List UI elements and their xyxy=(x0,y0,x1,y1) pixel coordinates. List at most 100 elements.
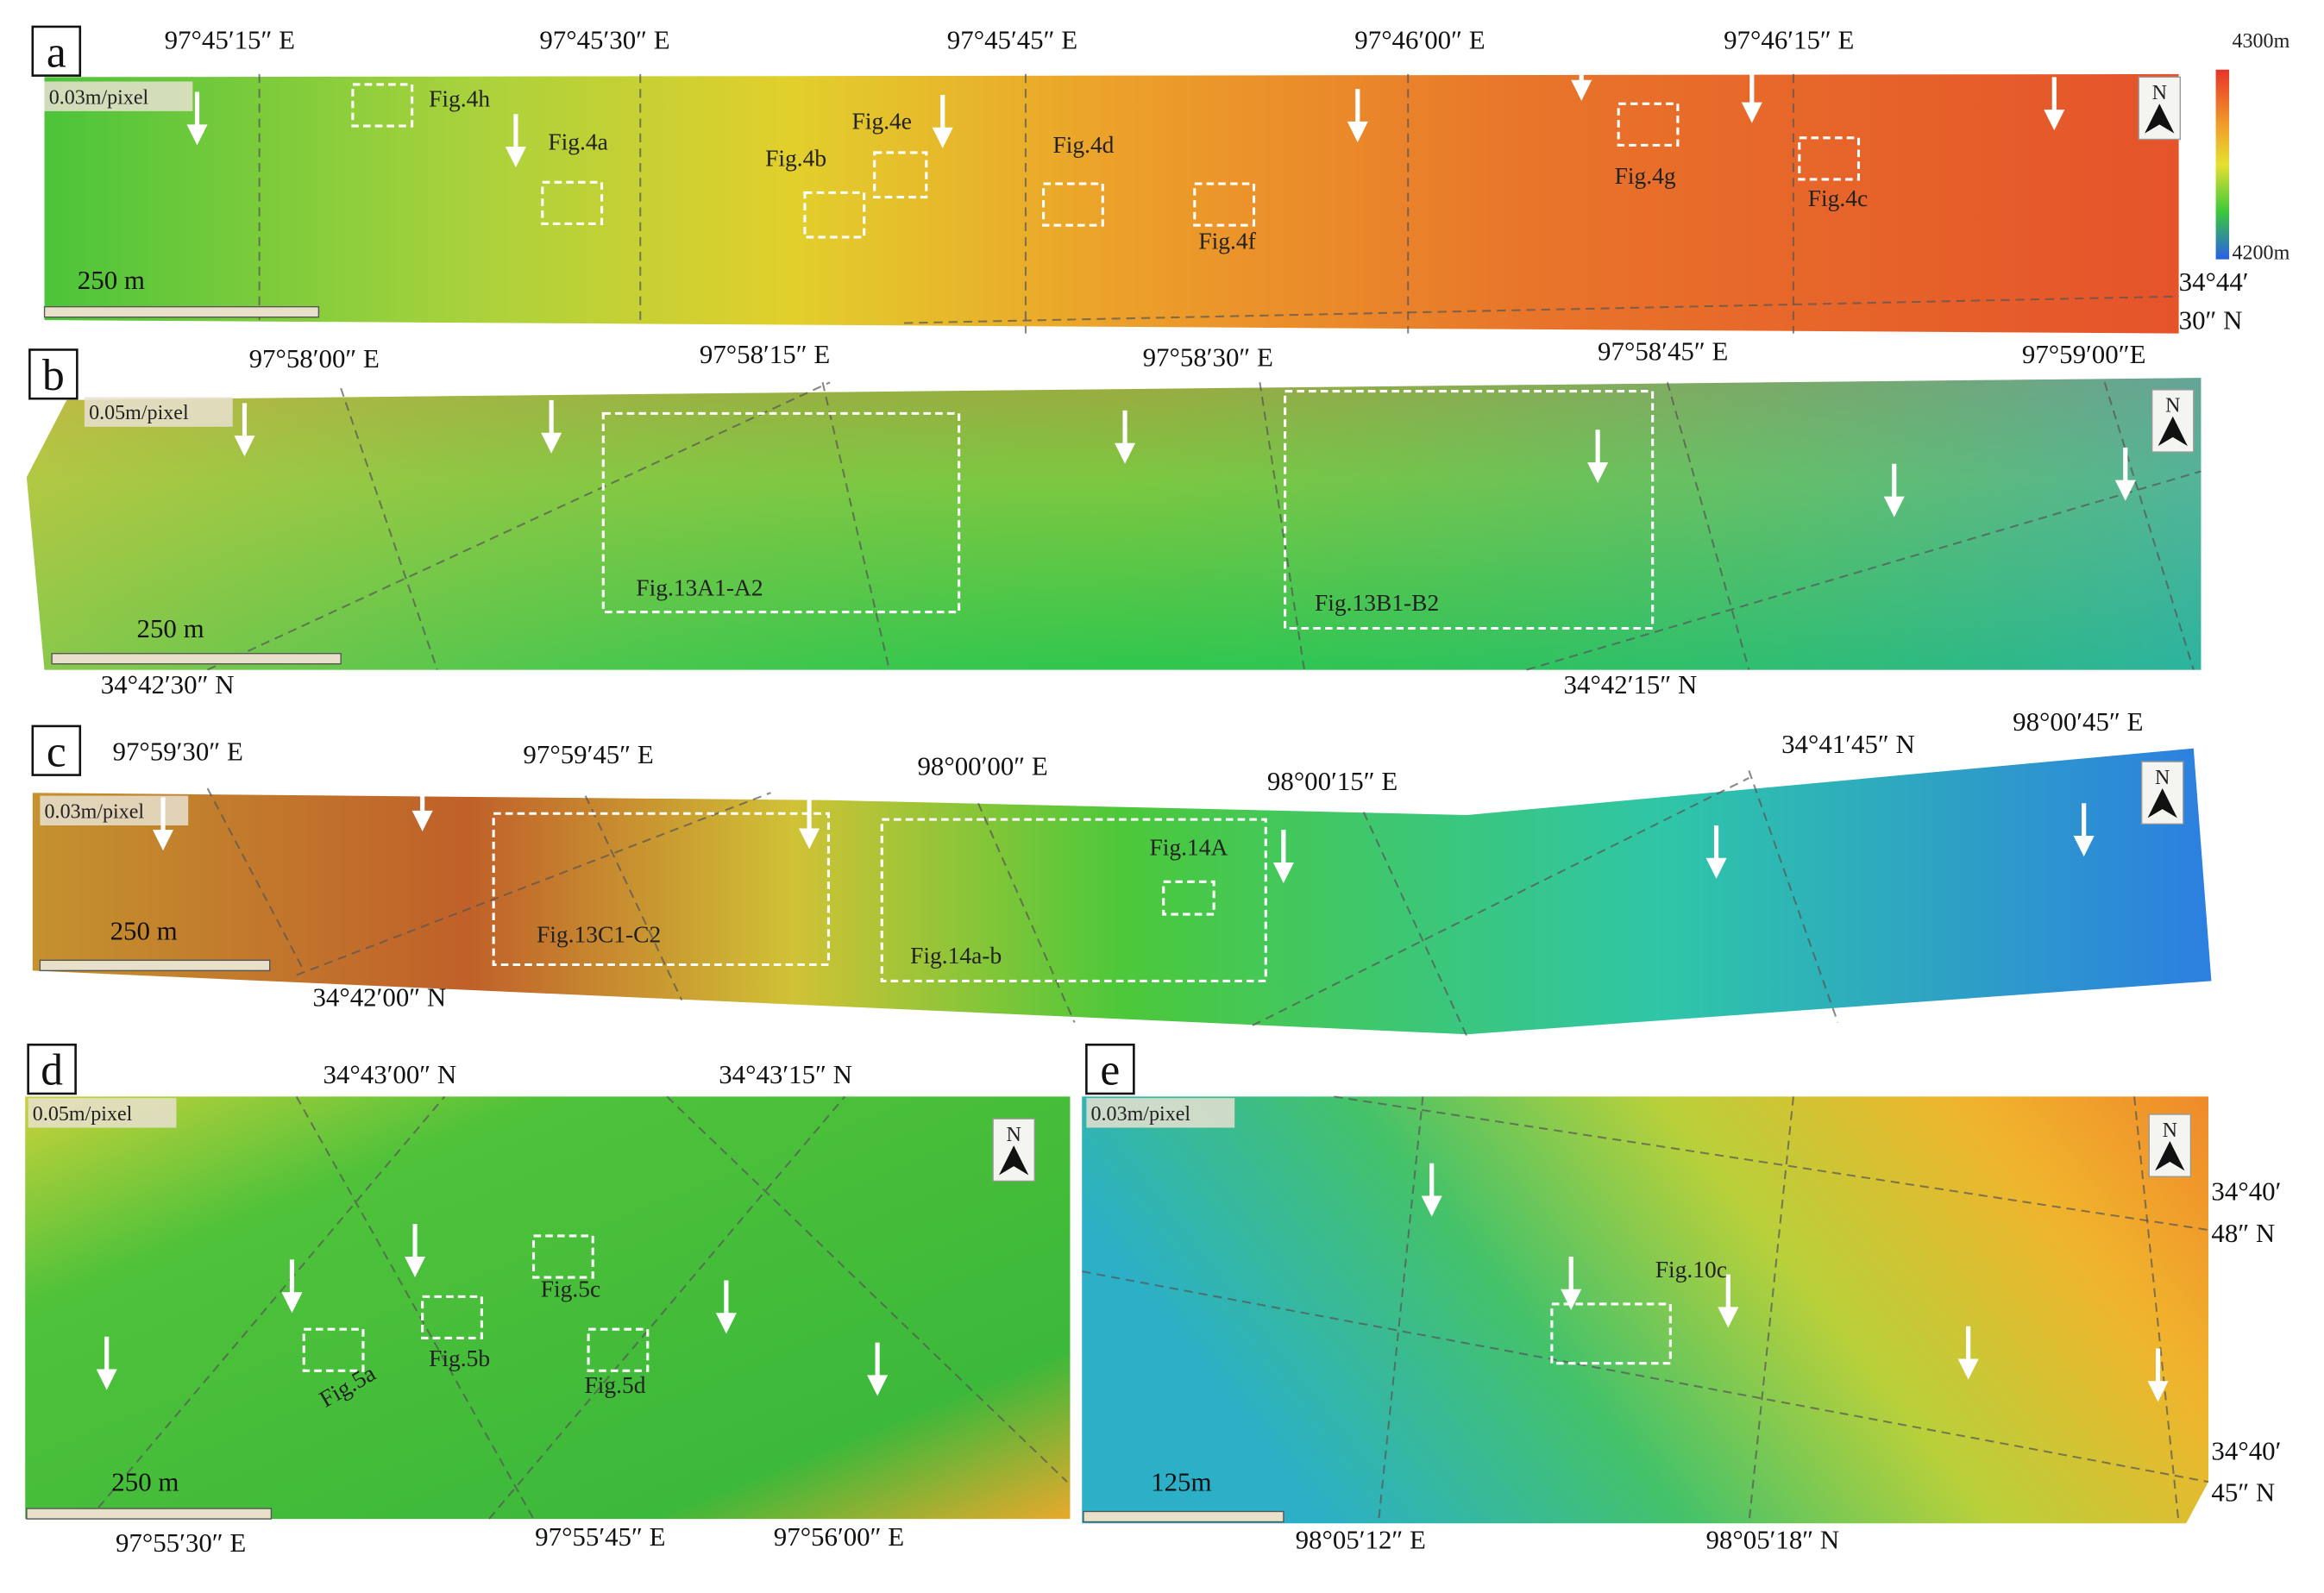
figure-box-label: Fig.10c xyxy=(1655,1257,1727,1283)
figure-box-label: Fig.4b xyxy=(765,145,826,171)
figure-box xyxy=(1193,182,1256,227)
scale-bar-label: 125m xyxy=(1151,1466,1211,1496)
fault-arrow-head xyxy=(281,1292,303,1314)
scale-bar-label: 250 m xyxy=(137,613,204,643)
coordinate-label: 97°45′30″ E xyxy=(539,25,669,55)
fault-arrow-head xyxy=(1561,1289,1582,1310)
coordinate-label: 34°40′ xyxy=(2211,1435,2281,1465)
figure-box-label: Fig.13C1-C2 xyxy=(537,922,661,948)
fault-arrow-head xyxy=(2114,480,2136,501)
coordinate-label: 98°05′18″ N xyxy=(1705,1524,1839,1554)
graticule-line xyxy=(2133,1096,2180,1524)
panel-letter-box xyxy=(27,1043,77,1095)
fault-arrow-head xyxy=(2147,1381,2169,1402)
figure-box-label: Fig.13B1-B2 xyxy=(1315,590,1439,616)
graticule-line xyxy=(1748,770,1839,1023)
panel-letter-box xyxy=(1085,1043,1135,1095)
figure-box xyxy=(803,191,866,239)
coordinate-label: 97°46′15″ E xyxy=(1724,25,1854,55)
figure-box xyxy=(601,411,961,614)
resolution-label: 0.03m/pixel xyxy=(49,86,149,109)
graticule-line xyxy=(584,795,683,1001)
graticule-line xyxy=(1377,1096,1424,1524)
dem-image xyxy=(25,1096,1071,1520)
north-label: N xyxy=(2152,82,2167,104)
scale-bar xyxy=(43,305,320,318)
graticule-line xyxy=(340,387,438,670)
coordinate-label: 34°42′30″ N xyxy=(101,669,235,699)
figure-box-label: Fig.4f xyxy=(1198,229,1256,254)
graticule-line xyxy=(207,381,831,671)
resolution-badge xyxy=(44,81,193,111)
panel-letter: a xyxy=(47,28,66,77)
graticule-line xyxy=(295,1095,535,1520)
map-panel: b 0.05m/pixel 250 m N Fig.13A1-A2 Fig.13B1-B2… xyxy=(26,336,2202,699)
figure-box-label: Fig.4g xyxy=(1615,163,1676,189)
fault-arrow-head xyxy=(1272,862,1294,884)
resolution-badge xyxy=(1086,1098,1235,1128)
coordinate-label: 97°56′00″ E xyxy=(774,1521,904,1552)
coordinate-label: 34°43′00″ N xyxy=(323,1059,456,1089)
dem-image xyxy=(1082,1096,2208,1524)
dem-shading xyxy=(26,378,2202,670)
north-arrow xyxy=(2147,788,2177,818)
fault-arrow-head xyxy=(1741,102,1762,123)
coordinate-label: 98°00′45″ E xyxy=(2013,706,2143,737)
coordinate-label: 30″ N xyxy=(2179,304,2243,335)
fault-arrow-head xyxy=(405,1256,426,1278)
coordinate-label: 34°40′ xyxy=(2211,1176,2281,1207)
dem-image xyxy=(44,73,2179,334)
north-arrow xyxy=(2155,1140,2185,1171)
figure-box-label: Fig.5c xyxy=(541,1276,600,1301)
figure-box-label: Fig.14a-b xyxy=(910,943,1002,969)
scale-bar-label: 250 m xyxy=(78,265,145,295)
fault-arrow-head xyxy=(1571,79,1592,101)
figure-box xyxy=(880,818,1267,982)
graticule-line xyxy=(1252,777,1749,1026)
figure-box-label: Fig.13A1-A2 xyxy=(636,575,763,601)
fault-arrow-head xyxy=(1347,121,1368,142)
graticule-line xyxy=(821,382,890,670)
figure-box-label: Fig.14A xyxy=(1150,834,1228,860)
figure-box xyxy=(531,1234,594,1279)
fault-arrow-head xyxy=(1957,1358,1979,1380)
coordinate-label: 97°55′30″ E xyxy=(116,1527,246,1558)
fault-arrow-head xyxy=(186,124,208,146)
figure-box xyxy=(351,83,414,128)
panel-letter: d xyxy=(41,1046,63,1095)
colorbar-min: 4200m xyxy=(2232,242,2289,265)
resolution-label: 0.05m/pixel xyxy=(89,402,189,424)
coordinate-label: 98°00′00″ E xyxy=(917,751,1047,781)
graticule-line xyxy=(977,802,1076,1023)
north-arrow-box xyxy=(992,1118,1035,1182)
graticule-line xyxy=(666,1095,1068,1483)
resolution-badge xyxy=(28,1098,177,1128)
scale-bar-label: 250 m xyxy=(111,1466,179,1496)
panel-letter-box xyxy=(28,348,79,400)
panel-letter-box xyxy=(31,724,82,776)
coordinate-label: 97°58′45″ E xyxy=(1598,336,1728,367)
figure-box xyxy=(1798,136,1861,181)
figure-box xyxy=(541,180,604,225)
coordinate-label: 97°58′15″ E xyxy=(700,339,830,369)
figure-box xyxy=(873,151,928,199)
fault-arrow-head xyxy=(1115,442,1136,464)
graticule-line xyxy=(206,787,305,971)
figure-box xyxy=(1550,1302,1672,1365)
coordinate-label: 34°41′45″ N xyxy=(1781,729,1915,759)
map-panel: e 0.03m/pixel 125m N Fig.10c 98°05′12″ E 98°05… xyxy=(1082,1043,2281,1554)
fault-arrow-head xyxy=(1587,462,1609,484)
coordinate-label: 98°05′12″ E xyxy=(1296,1524,1426,1554)
coordinate-label: 97°45′45″ E xyxy=(947,25,1077,55)
graticule-line xyxy=(2103,381,2195,670)
map-panel: c 0.03m/pixel 250 m N Fig.13C1-C2 Fig.14a-b Fi… xyxy=(31,706,2212,1038)
fault-arrow-head xyxy=(152,830,174,851)
fault-arrow-head xyxy=(2044,110,2065,131)
fault-arrow-head xyxy=(1883,496,1905,517)
fault-arrow-head xyxy=(505,147,526,168)
fault-arrow-head xyxy=(932,127,953,148)
fault-arrow-head xyxy=(1718,1307,1739,1328)
coordinate-label: 34°42′00″ N xyxy=(312,982,446,1013)
